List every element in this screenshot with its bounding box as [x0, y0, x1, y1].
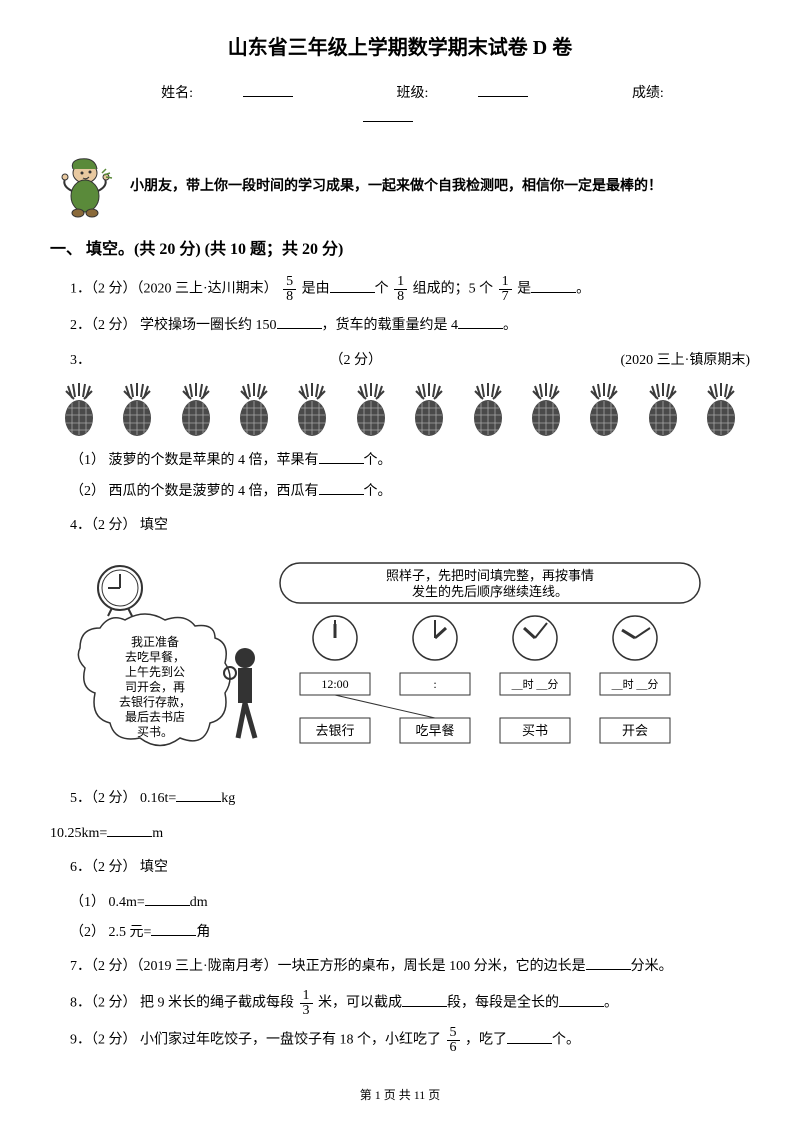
action-box-2: 吃早餐: [415, 723, 454, 738]
question-3-sub-1: （1） 菠萝的个数是苹果的 4 倍，苹果有个。: [70, 448, 750, 473]
pineapple-icon: [293, 383, 331, 438]
svg-text:去吃早餐，: 去吃早餐，: [125, 649, 185, 664]
question-6: 6．（2 分） 填空: [70, 854, 750, 882]
fraction-1-3: 13: [300, 989, 313, 1018]
fraction-1-8: 18: [394, 275, 407, 304]
svg-text:去银行存款，: 去银行存款，: [119, 695, 191, 709]
clock-4: [613, 616, 657, 660]
question-2: 2．（2 分） 学校操场一圈长约 150，货车的载重量约是 4。: [70, 312, 750, 340]
pineapple-icon: [469, 383, 507, 438]
instruction-line-1: 照样子，先把时间填完整，再按事情: [386, 568, 594, 583]
time-box-4: __时 __分: [611, 678, 659, 691]
pineapple-icon: [585, 383, 623, 438]
fraction-1-7: 17: [499, 275, 512, 304]
time-box-3: __时 __分: [511, 678, 559, 691]
mascot-row: 小朋友，带上你一段时间的学习成果，一起来做个自我检测吧，相信你一定是最棒的！: [50, 151, 750, 221]
mascot-icon: [50, 151, 120, 221]
pineapple-icon: [702, 383, 740, 438]
question-4: 4．（2 分） 填空: [70, 512, 750, 540]
svg-text:上午先到公: 上午先到公: [125, 665, 185, 679]
page-title: 山东省三年级上学期数学期末试卷 D 卷: [50, 30, 750, 66]
student-info-row: 姓名: 班级: 成绩:: [50, 81, 750, 131]
class-field: 班级:: [372, 86, 554, 101]
instruction-line-2: 发生的先后顺序继续连线。: [412, 584, 568, 599]
fraction-5-8: 58: [283, 275, 296, 304]
pineapple-icon: [527, 383, 565, 438]
svg-text:司开会，再: 司开会，再: [125, 680, 185, 694]
pineapple-icon: [644, 383, 682, 438]
question-7: 7．（2 分）（2019 三上·陇南月考）一块正方形的桌布，周长是 100 分米…: [70, 953, 750, 981]
pineapple-icon: [410, 383, 448, 438]
question-3-header: 3． （2 分） (2020 三上·镇原期末): [70, 348, 750, 373]
name-field: 姓名:: [136, 86, 318, 101]
question-4-diagram: 我正准备 去吃早餐， 上午先到公 司开会，再 去银行存款， 最后去书店 买书。 …: [70, 558, 710, 758]
action-box-1: 去银行: [315, 723, 354, 738]
svg-text:买书。: 买书。: [137, 725, 173, 739]
question-5: 5．（2 分） 0.16t=kg: [70, 785, 750, 813]
page-footer: 第 1 页 共 11 页: [50, 1085, 750, 1107]
question-5b: 10.25km=m: [50, 821, 750, 846]
clock-2: [413, 616, 457, 660]
pineapple-row: [50, 383, 750, 438]
question-8: 8．（2 分） 把 9 米长的绳子截成每段 13 米，可以截成段，每段是全长的。: [70, 989, 750, 1018]
question-3-sub-2: （2） 西瓜的个数是菠萝的 4 倍，西瓜有个。: [70, 479, 750, 504]
pineapple-icon: [60, 383, 98, 438]
action-box-3: 买书: [522, 723, 548, 738]
question-1: 1．（2 分）（2020 三上·达川期末） 58 是由个 18 组成的；5 个 …: [70, 275, 750, 304]
pineapple-icon: [177, 383, 215, 438]
encouragement-text: 小朋友，带上你一段时间的学习成果，一起来做个自我检测吧，相信你一定是最棒的！: [130, 174, 662, 199]
section-1-header: 一、 填空。(共 20 分) (共 10 题；共 20 分): [50, 236, 750, 265]
question-6-sub-2: （2） 2.5 元=角: [70, 920, 750, 945]
question-6-sub-1: （1） 0.4m=dm: [70, 890, 750, 915]
time-box-1: 12:00: [321, 677, 348, 691]
question-9: 9．（2 分） 小们家过年吃饺子，一盘饺子有 18 个，小红吃了 56 ，吃了个…: [70, 1026, 750, 1055]
pineapple-icon: [352, 383, 390, 438]
fraction-5-6: 56: [447, 1026, 460, 1055]
pineapple-icon: [118, 383, 156, 438]
time-box-2: :: [433, 677, 436, 691]
pineapple-icon: [235, 383, 273, 438]
bubble-line-1: 我正准备: [131, 635, 179, 649]
svg-text:最后去书店: 最后去书店: [125, 710, 185, 724]
clock-3: [513, 616, 557, 660]
clock-12: [313, 616, 357, 660]
action-box-4: 开会: [622, 723, 648, 738]
